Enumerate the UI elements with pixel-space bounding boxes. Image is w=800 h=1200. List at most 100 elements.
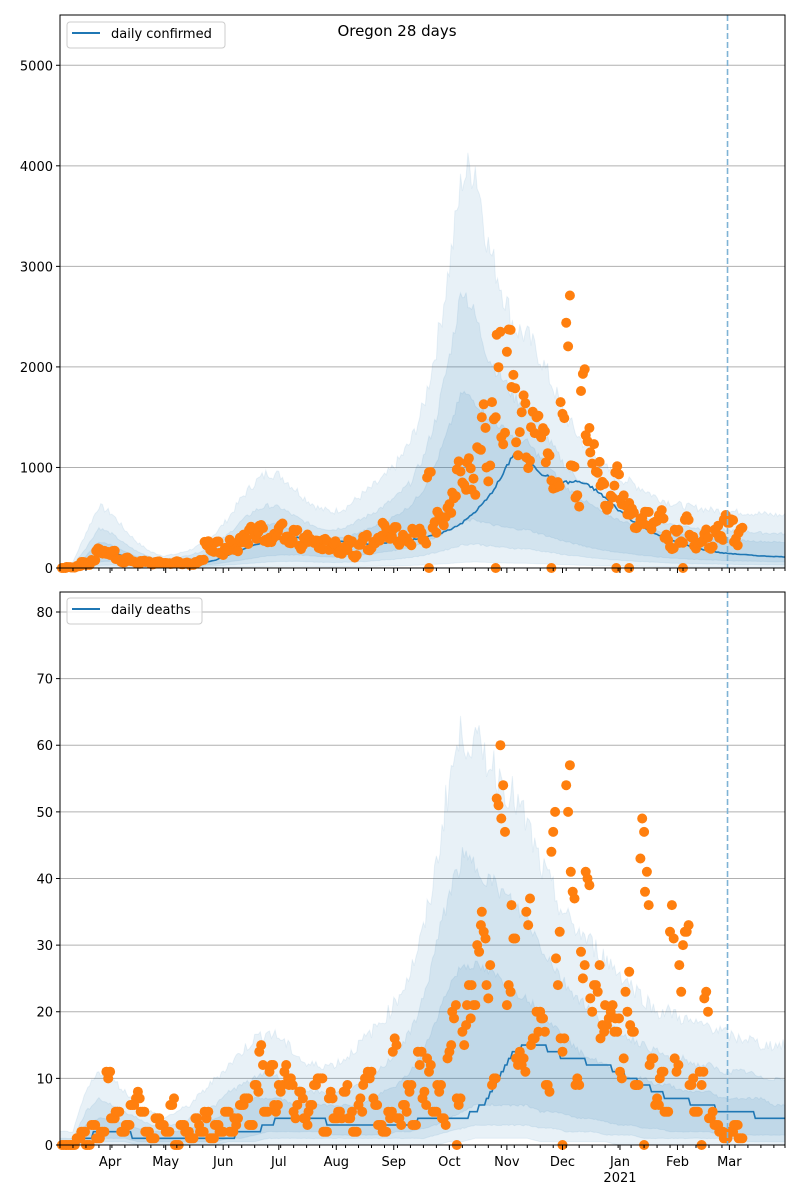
observed-point — [678, 537, 688, 548]
observed-point — [292, 1100, 303, 1110]
observed-point — [386, 1106, 397, 1117]
observed-point — [455, 1093, 466, 1104]
observed-point — [561, 780, 572, 791]
confirmed-x-axis — [59, 568, 786, 573]
observed-point — [622, 1006, 633, 1017]
observed-point — [620, 986, 631, 997]
observed-point — [233, 1113, 243, 1124]
observed-point — [603, 500, 614, 511]
observed-point — [576, 386, 586, 396]
observed-point — [468, 473, 479, 484]
observed-point — [599, 479, 610, 489]
observed-point — [516, 407, 527, 418]
observed-point — [594, 456, 605, 467]
observed-point — [514, 427, 525, 438]
observed-point — [618, 1053, 629, 1064]
observed-point — [450, 491, 461, 502]
observed-point — [440, 1120, 451, 1130]
observed-point — [737, 522, 748, 533]
observed-point — [425, 1060, 436, 1070]
observed-point — [287, 1080, 298, 1090]
observed-point — [701, 986, 712, 997]
observed-point — [495, 326, 506, 337]
observed-point — [476, 412, 487, 423]
observed-point — [495, 740, 506, 751]
observed-point — [169, 1093, 179, 1104]
observed-point — [550, 806, 561, 817]
observed-point — [366, 1066, 377, 1077]
observed-point — [421, 538, 432, 549]
observed-point — [628, 1026, 639, 1037]
observed-point — [640, 886, 650, 897]
observed-point — [431, 527, 442, 538]
observed-point — [518, 390, 529, 401]
deaths-axes-frame — [59, 591, 786, 1146]
observed-point — [614, 1013, 624, 1024]
observed-point — [658, 513, 669, 524]
y-tick-label: 60 — [36, 739, 53, 754]
observed-point — [563, 806, 574, 817]
observed-point — [607, 1000, 618, 1011]
observed-point — [563, 341, 574, 352]
observed-point — [624, 966, 635, 977]
observed-point — [243, 539, 254, 549]
y-tick-label: 80 — [36, 606, 53, 621]
deaths-panel: 0 10 20 30 40 50 60 70 80 Apr May Jun Jul Aug Sep Oct N… — [36, 591, 786, 1186]
observed-point — [618, 490, 629, 501]
observed-point — [134, 1093, 145, 1104]
observed-point — [692, 1106, 703, 1117]
y-tick-label: 3000 — [20, 260, 53, 275]
y-tick-label: 40 — [36, 872, 53, 887]
x-tick-year-label: 2021 — [603, 1171, 636, 1186]
observed-point — [164, 1126, 175, 1137]
observed-point — [520, 398, 531, 409]
observed-point — [637, 813, 648, 824]
observed-point — [500, 826, 510, 837]
observed-point — [501, 1000, 512, 1011]
observed-point — [485, 960, 496, 971]
deaths-observed-points — [56, 740, 748, 1150]
x-tick-label: May — [152, 1155, 179, 1170]
observed-point — [643, 900, 654, 911]
y-tick-label: 5000 — [20, 59, 53, 74]
observed-point — [317, 1073, 328, 1084]
confirmed-legend: daily confirmed — [66, 21, 226, 49]
observed-point — [124, 1120, 135, 1130]
deaths-legend: daily deaths — [66, 597, 203, 625]
observed-point — [396, 1120, 407, 1130]
observed-point — [188, 1133, 199, 1144]
observed-point — [513, 450, 523, 461]
observed-point — [297, 1093, 308, 1104]
observed-point — [653, 1100, 664, 1110]
observed-point — [703, 1006, 713, 1017]
observed-point — [476, 906, 487, 917]
observed-point — [698, 1066, 709, 1077]
observed-point — [446, 507, 457, 518]
observed-point — [425, 467, 436, 477]
observed-point — [564, 290, 575, 301]
observed-point — [480, 422, 491, 433]
observed-point — [579, 364, 590, 375]
observed-point — [480, 933, 491, 944]
observed-point — [327, 1093, 338, 1104]
observed-point — [478, 399, 489, 410]
observed-point — [253, 1086, 264, 1097]
observed-point — [381, 1126, 392, 1137]
observed-point — [559, 1033, 570, 1044]
observed-point — [438, 520, 449, 531]
observed-point — [80, 1126, 90, 1137]
confirmed-axes-frame — [59, 14, 786, 569]
observed-point — [585, 447, 596, 458]
observed-point — [455, 466, 466, 477]
observed-point — [501, 346, 512, 357]
y-tick-label: 10 — [36, 1072, 53, 1087]
legend-box — [66, 21, 226, 49]
observed-point — [401, 1106, 412, 1117]
confirmed-panel: 0 1000 2000 3000 4000 5000 daily confirmed Or… — [20, 14, 786, 577]
observed-point — [505, 986, 516, 997]
observed-point — [450, 1000, 461, 1011]
observed-point — [594, 960, 605, 971]
y-tick-label: 4000 — [20, 160, 53, 175]
observed-point — [587, 1006, 598, 1017]
